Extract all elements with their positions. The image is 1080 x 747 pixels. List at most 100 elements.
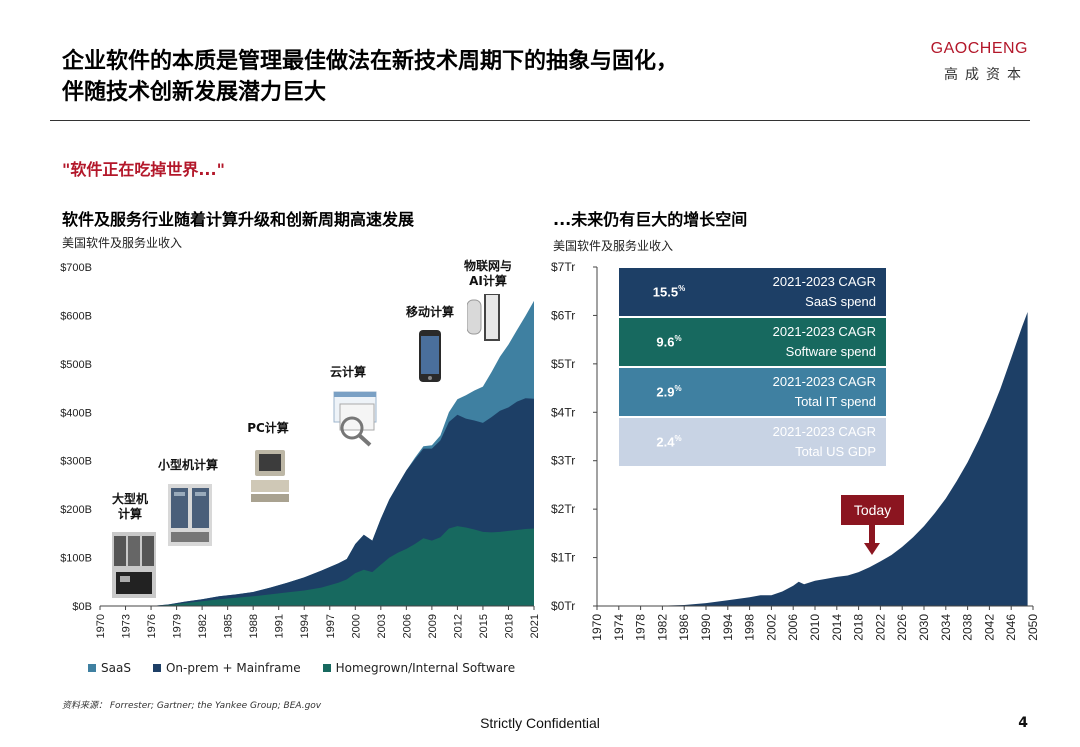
legend-label: Homegrown/Internal Software bbox=[335, 661, 516, 675]
y-tick-label: $500B bbox=[60, 359, 92, 371]
cagr-row: 9.6% 2021-2023 CAGR Software spend bbox=[619, 318, 886, 366]
cagr-metric-label: Software spend bbox=[785, 344, 876, 359]
chart-legend: SaaS On-prem + Mainframe Homegrown/Interna… bbox=[88, 661, 515, 675]
x-tick-label: 2026 bbox=[895, 614, 909, 641]
y-tick-label: $0B bbox=[72, 601, 92, 613]
x-tick-label: 2050 bbox=[1026, 614, 1040, 641]
y-tick-label: $1Tr bbox=[551, 551, 575, 565]
x-tick-label: 1970 bbox=[590, 614, 604, 641]
x-tick-label: 1997 bbox=[325, 614, 337, 638]
cagr-metric-label: Total IT spend bbox=[794, 394, 876, 409]
x-tick-label: 1988 bbox=[248, 614, 260, 638]
x-tick-label: 2000 bbox=[350, 614, 362, 638]
area-series-homegrown-internal-software bbox=[100, 526, 534, 606]
y-tick-label: $0Tr bbox=[551, 599, 575, 613]
y-tick-label: $300B bbox=[60, 456, 92, 468]
cagr-description: 2021-2023 CAGR Total US GDP bbox=[719, 422, 886, 462]
era-label-iot-ai: 物联网与 AI计算 bbox=[452, 259, 524, 289]
x-tick-label: 2046 bbox=[1004, 614, 1018, 641]
x-tick-label: 2006 bbox=[401, 614, 413, 638]
y-tick-label: $200B bbox=[60, 504, 92, 516]
smartphone-illustration bbox=[419, 330, 441, 382]
cagr-unit: % bbox=[678, 284, 686, 294]
y-tick-label: $400B bbox=[60, 407, 92, 419]
cagr-unit: % bbox=[674, 334, 682, 344]
cagr-metric-label: Total US GDP bbox=[795, 444, 876, 459]
cagr-description: 2021-2023 CAGR Software spend bbox=[719, 322, 886, 362]
cagr-description: 2021-2023 CAGR Total IT spend bbox=[719, 372, 886, 412]
x-tick-label: 1982 bbox=[655, 614, 669, 641]
era-label-minicomputer-text: 小型机计算 bbox=[157, 458, 218, 472]
legend-item: SaaS bbox=[88, 661, 131, 675]
x-tick-label: 2021 bbox=[529, 614, 541, 638]
x-tick-label: 2012 bbox=[452, 614, 464, 638]
x-tick-label: 1998 bbox=[743, 614, 757, 641]
source-note: 资料来源： Forrester; Gartner; the Yankee Gro… bbox=[62, 701, 322, 711]
x-tick-label: 1974 bbox=[612, 614, 626, 641]
x-tick-label: 1990 bbox=[699, 614, 713, 641]
minicomputer-illustration bbox=[168, 484, 212, 546]
cloud-browser-illustration bbox=[333, 391, 377, 447]
x-tick-label: 1978 bbox=[634, 614, 648, 641]
era-label-mobile: 移动计算 bbox=[398, 305, 462, 320]
today-arrow-icon bbox=[864, 525, 880, 555]
left-chart-subheading: 美国软件及服务业收入 bbox=[62, 236, 183, 250]
right-chart-heading: ...未来仍有巨大的增长空间 bbox=[553, 210, 748, 229]
y-tick-label: $600B bbox=[60, 310, 92, 322]
x-tick-label: 2030 bbox=[917, 614, 931, 641]
legend-item: Homegrown/Internal Software bbox=[322, 661, 516, 675]
y-tick-label: $4Tr bbox=[551, 405, 575, 419]
logo-text-en: GAOCHENG bbox=[930, 40, 1028, 57]
x-tick-label: 2015 bbox=[478, 614, 490, 638]
cagr-value: 15.5% bbox=[652, 284, 686, 300]
y-tick-label: $2Tr bbox=[551, 502, 575, 516]
x-tick-label: 2038 bbox=[961, 614, 975, 641]
footer-confidential: Strictly Confidential bbox=[480, 715, 600, 731]
y-tick-label: $5Tr bbox=[551, 357, 575, 371]
x-tick-label: 2003 bbox=[376, 614, 388, 638]
cagr-unit: % bbox=[674, 434, 682, 444]
x-tick-label: 1991 bbox=[274, 614, 286, 638]
left-revenue-chart: $0B $100B $200B $300B $400B $500B $600B $700B 19… bbox=[60, 262, 541, 638]
x-tick-label: 1986 bbox=[677, 614, 691, 641]
cagr-period-label: 2021-2023 CAGR bbox=[772, 424, 876, 439]
legend-swatch bbox=[88, 664, 96, 672]
left-chart-heading: 软件及服务行业随着计算升级和创新周期高速发展 bbox=[62, 210, 415, 229]
x-tick-label: 1994 bbox=[299, 614, 311, 638]
y-tick-label: $100B bbox=[60, 553, 92, 565]
x-tick-label: 1973 bbox=[121, 614, 133, 638]
x-tick-label: 1976 bbox=[146, 614, 158, 638]
x-tick-label: 2009 bbox=[427, 614, 439, 638]
cagr-unit: % bbox=[674, 384, 682, 394]
y-tick-label: $700B bbox=[60, 262, 92, 274]
era-label-mainframe-text: 大型机 计算 bbox=[111, 492, 148, 521]
smart-speaker-illustration bbox=[467, 294, 500, 341]
cagr-period-label: 2021-2023 CAGR bbox=[772, 374, 876, 389]
era-label-cloud-text: 云计算 bbox=[329, 365, 366, 379]
cagr-value: 9.6% bbox=[656, 334, 682, 350]
legend-swatch bbox=[152, 664, 161, 672]
mainframe-illustration bbox=[112, 532, 156, 598]
era-label-mainframe: 大型机 计算 bbox=[100, 492, 160, 522]
era-label-cloud: 云计算 bbox=[318, 365, 378, 380]
y-tick-label: $3Tr bbox=[551, 454, 575, 468]
cagr-value: 2.4% bbox=[656, 434, 682, 450]
legend-label: On-prem + Mainframe bbox=[165, 661, 301, 675]
era-label-pc: PC计算 bbox=[238, 421, 298, 436]
x-tick-label: 2014 bbox=[830, 614, 844, 641]
page-title-line2: 伴随技术创新发展潜力巨大 bbox=[62, 80, 327, 105]
page-title-line1: 企业软件的本质是管理最佳做法在新技术周期下的抽象与固化， bbox=[62, 49, 679, 74]
x-tick-label: 2022 bbox=[873, 614, 887, 641]
x-tick-label: 2002 bbox=[764, 614, 778, 641]
cagr-description: 2021-2023 CAGR SaaS spend bbox=[719, 272, 886, 312]
x-tick-label: 1979 bbox=[172, 614, 184, 638]
x-tick-label: 2006 bbox=[786, 614, 800, 641]
cagr-row: 2.4% 2021-2023 CAGR Total US GDP bbox=[619, 418, 886, 466]
header-divider bbox=[50, 120, 1030, 121]
cagr-row: 15.5% 2021-2023 CAGR SaaS spend bbox=[619, 268, 886, 316]
cagr-row: 2.9% 2021-2023 CAGR Total IT spend bbox=[619, 368, 886, 416]
page-title: 企业软件的本质是管理最佳做法在新技术周期下的抽象与固化， 伴随技术创新发展潜力巨… bbox=[62, 46, 882, 108]
x-tick-label: 1982 bbox=[197, 614, 209, 638]
x-tick-label: 1994 bbox=[721, 614, 735, 641]
cagr-period-label: 2021-2023 CAGR bbox=[772, 274, 876, 289]
